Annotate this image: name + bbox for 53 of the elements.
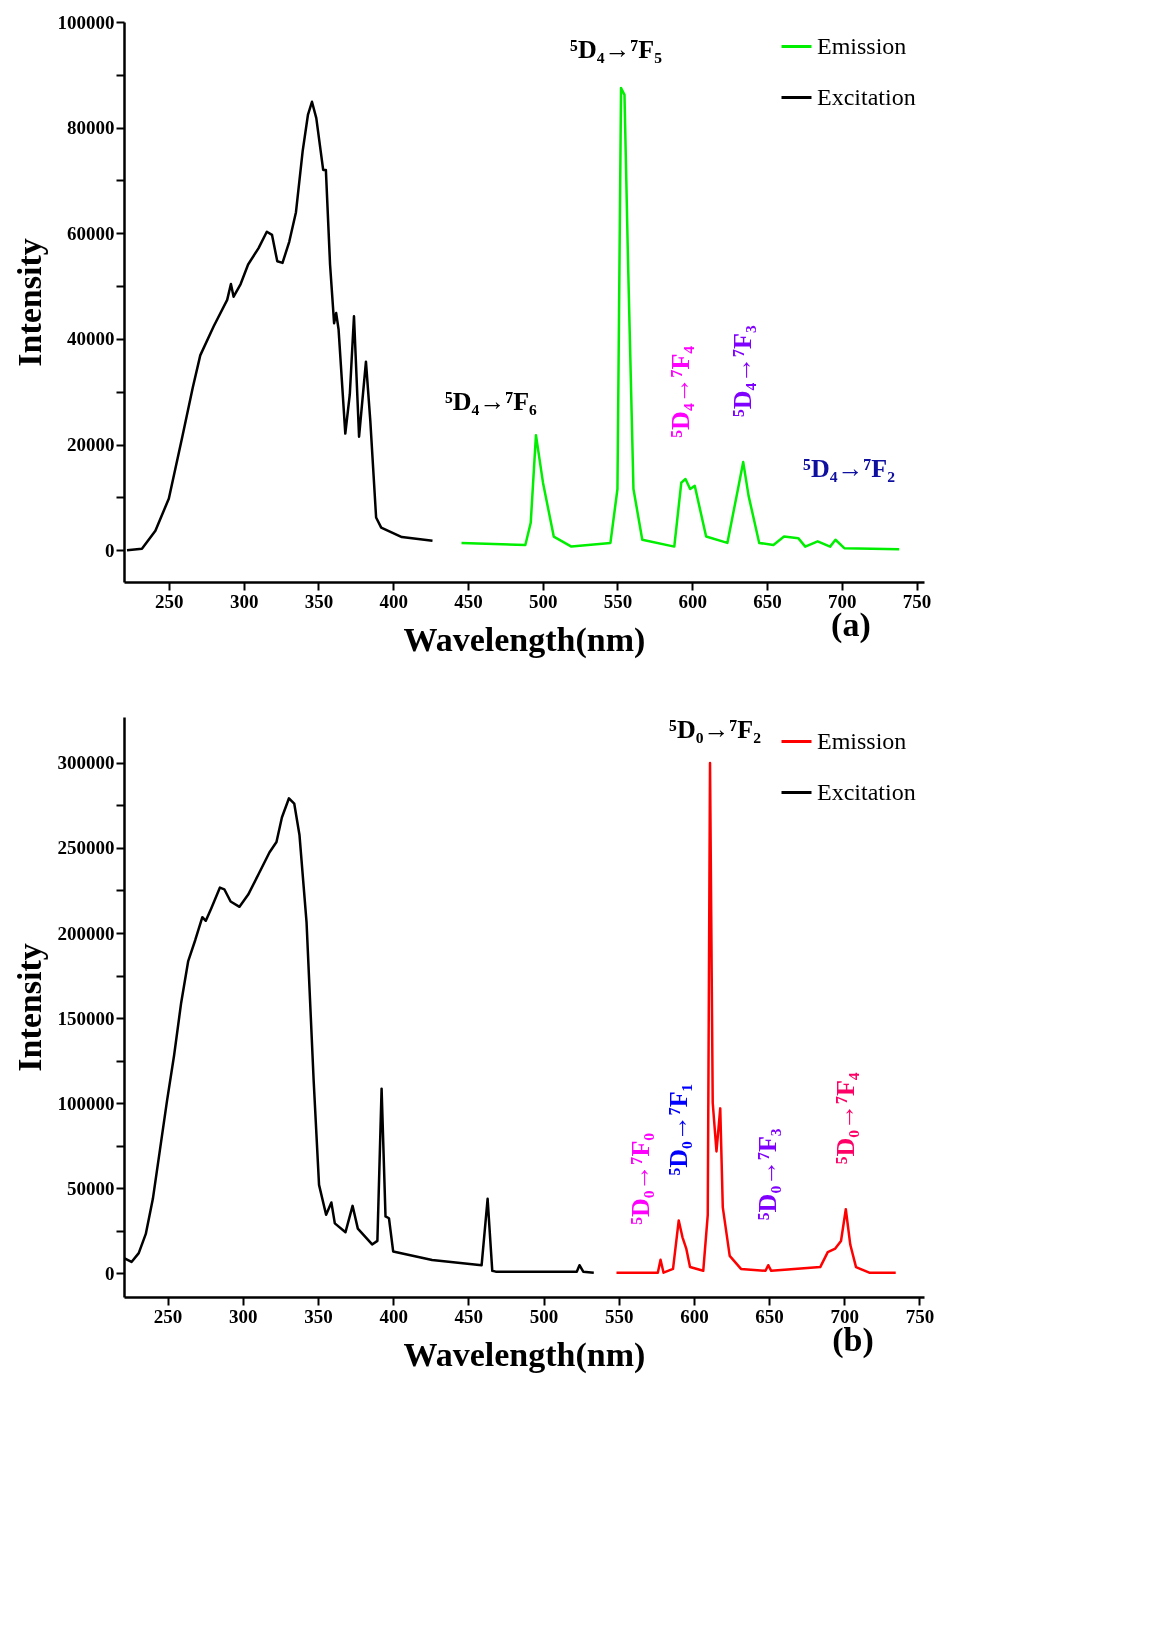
y-tick-label: 60000: [67, 222, 115, 244]
x-tick-label: 300: [229, 1305, 258, 1327]
x-tick-label: 350: [304, 1305, 333, 1327]
annotation: ⁵D₀→⁷F₄: [830, 1072, 860, 1165]
y-tick-label: 0: [105, 1262, 115, 1284]
y-axis-title: Intensity: [10, 238, 48, 367]
x-tick-label: 250: [153, 1305, 183, 1327]
annotation: ⁵D₀→⁷F₃: [753, 1128, 783, 1221]
legend-label: Excitation: [817, 778, 916, 805]
x-tick-label: 700: [828, 590, 857, 612]
y-tick-label: 0: [105, 539, 115, 561]
y-tick-label: 20000: [67, 434, 115, 456]
y-tick-label: 150000: [57, 1007, 115, 1029]
x-tick-label: 600: [678, 590, 707, 612]
y-axis-title: Intensity: [10, 943, 48, 1072]
x-tick-label: 700: [830, 1305, 860, 1327]
y-tick-label: 50000: [67, 1177, 115, 1199]
y-tick-label: 100000: [57, 11, 115, 33]
x-tick-label: 350: [304, 590, 334, 612]
x-tick-label: 450: [454, 1305, 484, 1327]
x-tick-label: 500: [529, 1305, 559, 1327]
y-tick-label: 80000: [67, 117, 115, 139]
annotation: ⁵D₀→⁷F₂: [669, 715, 762, 745]
annotation: ⁵D₄→⁷F₃: [728, 325, 758, 418]
legend-label: Emission: [817, 727, 907, 754]
annotation: ⁵D₄→⁷F₆: [445, 387, 538, 417]
annotation: ⁵D₄→⁷F₄: [666, 345, 696, 438]
y-tick-label: 300000: [57, 752, 115, 774]
x-tick-label: 650: [755, 1305, 784, 1327]
y-tick-label: 100000: [57, 1092, 115, 1114]
x-tick-label: 750: [905, 1305, 935, 1327]
legend-label: Emission: [817, 32, 907, 59]
x-tick-label: 300: [229, 590, 259, 612]
annotation: ⁵D₀→⁷F₀: [625, 1132, 655, 1225]
x-tick-label: 400: [379, 590, 408, 612]
x-tick-label: 450: [454, 590, 483, 612]
y-tick-label: 40000: [67, 328, 115, 350]
x-tick-label: 400: [379, 1305, 408, 1327]
y-tick-label: 250000: [57, 837, 115, 859]
x-axis-title: Wavelength(nm): [403, 620, 646, 659]
x-tick-label: 550: [604, 1305, 634, 1327]
annotation: ⁵D₄→⁷F₅: [570, 35, 663, 65]
x-tick-label: 600: [680, 1305, 709, 1327]
x-axis-title: Wavelength(nm): [403, 1335, 646, 1374]
annotation: ⁵D₀→⁷F₁: [663, 1083, 693, 1176]
x-tick-label: 500: [528, 590, 558, 612]
y-tick-label: 200000: [57, 922, 115, 944]
x-tick-label: 650: [753, 590, 782, 612]
x-tick-label: 250: [155, 590, 184, 612]
x-tick-label: 750: [902, 590, 932, 612]
annotation: ⁵D₄→⁷F₂: [803, 453, 896, 483]
x-tick-label: 550: [603, 590, 633, 612]
legend-label: Excitation: [817, 83, 916, 110]
